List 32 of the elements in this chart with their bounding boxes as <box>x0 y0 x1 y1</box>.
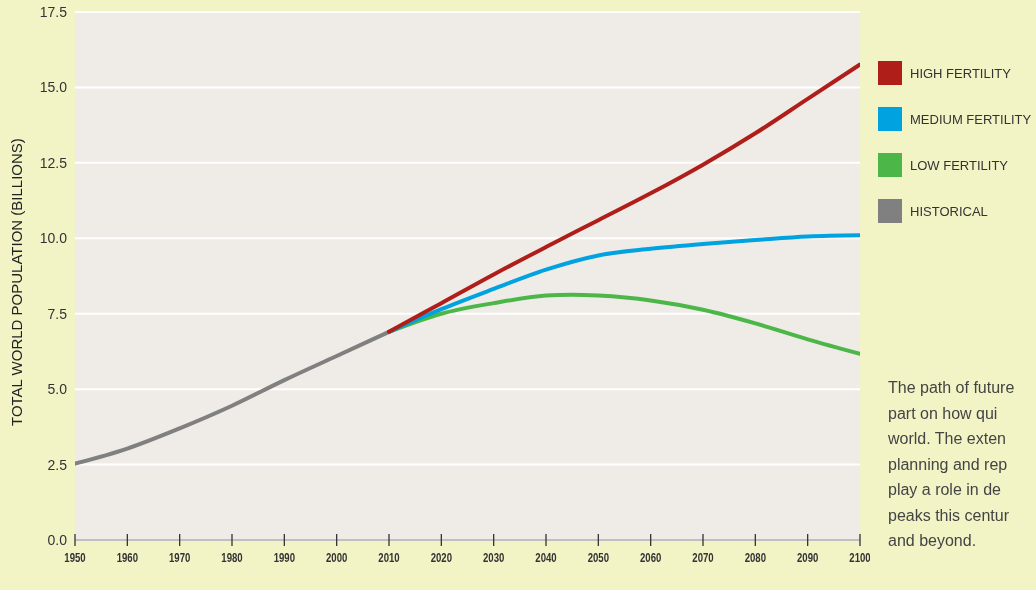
x-tick-label: 1980 <box>221 550 243 565</box>
x-tick-label: 2060 <box>639 550 662 565</box>
y-tick-label: 15.0 <box>39 79 68 96</box>
x-tick-label: 2100 <box>849 550 871 565</box>
x-tick-label: 2050 <box>587 550 610 565</box>
legend-label: HIGH FERTILITY <box>910 65 1011 81</box>
x-tick-label: 1960 <box>116 550 139 565</box>
y-tick-label: 2.5 <box>47 456 68 473</box>
x-tick-label: 2000 <box>325 550 348 565</box>
y-tick-label: 7.5 <box>47 305 68 322</box>
y-tick-label: 12.5 <box>39 154 68 171</box>
y-axis-title: TOTAL WORLD POPULATION (BILLIONS) <box>8 138 26 426</box>
x-tick-label: 2030 <box>482 550 505 565</box>
y-tick-label: 5.0 <box>47 381 68 398</box>
legend-label: MEDIUM FERTILITY <box>910 111 1032 127</box>
y-tick-label: 0.0 <box>47 531 68 548</box>
y-tick-label: 17.5 <box>39 3 68 20</box>
x-tick-label: 2090 <box>796 550 819 565</box>
x-tick-label: 1950 <box>64 550 86 565</box>
x-tick-label: 2080 <box>744 550 767 565</box>
x-tick-label: 2070 <box>692 550 714 565</box>
line-series <box>387 62 860 334</box>
legend-label: HISTORICAL <box>910 203 988 219</box>
x-tick-label: 2020 <box>430 550 453 565</box>
text: The path of future part on how qui world. The exten planning and rep play a role in de peaks this centur and beyond. <box>888 378 1015 551</box>
legend-label: LOW FERTILITY <box>910 157 1008 173</box>
x-tick-label: 2010 <box>378 550 400 565</box>
x-tick-label: 1990 <box>273 550 296 565</box>
x-tick-label: 1970 <box>168 550 191 565</box>
x-tick-label: 2040 <box>535 550 557 565</box>
y-tick-label: 10.0 <box>39 230 68 247</box>
line-series <box>75 329 391 466</box>
